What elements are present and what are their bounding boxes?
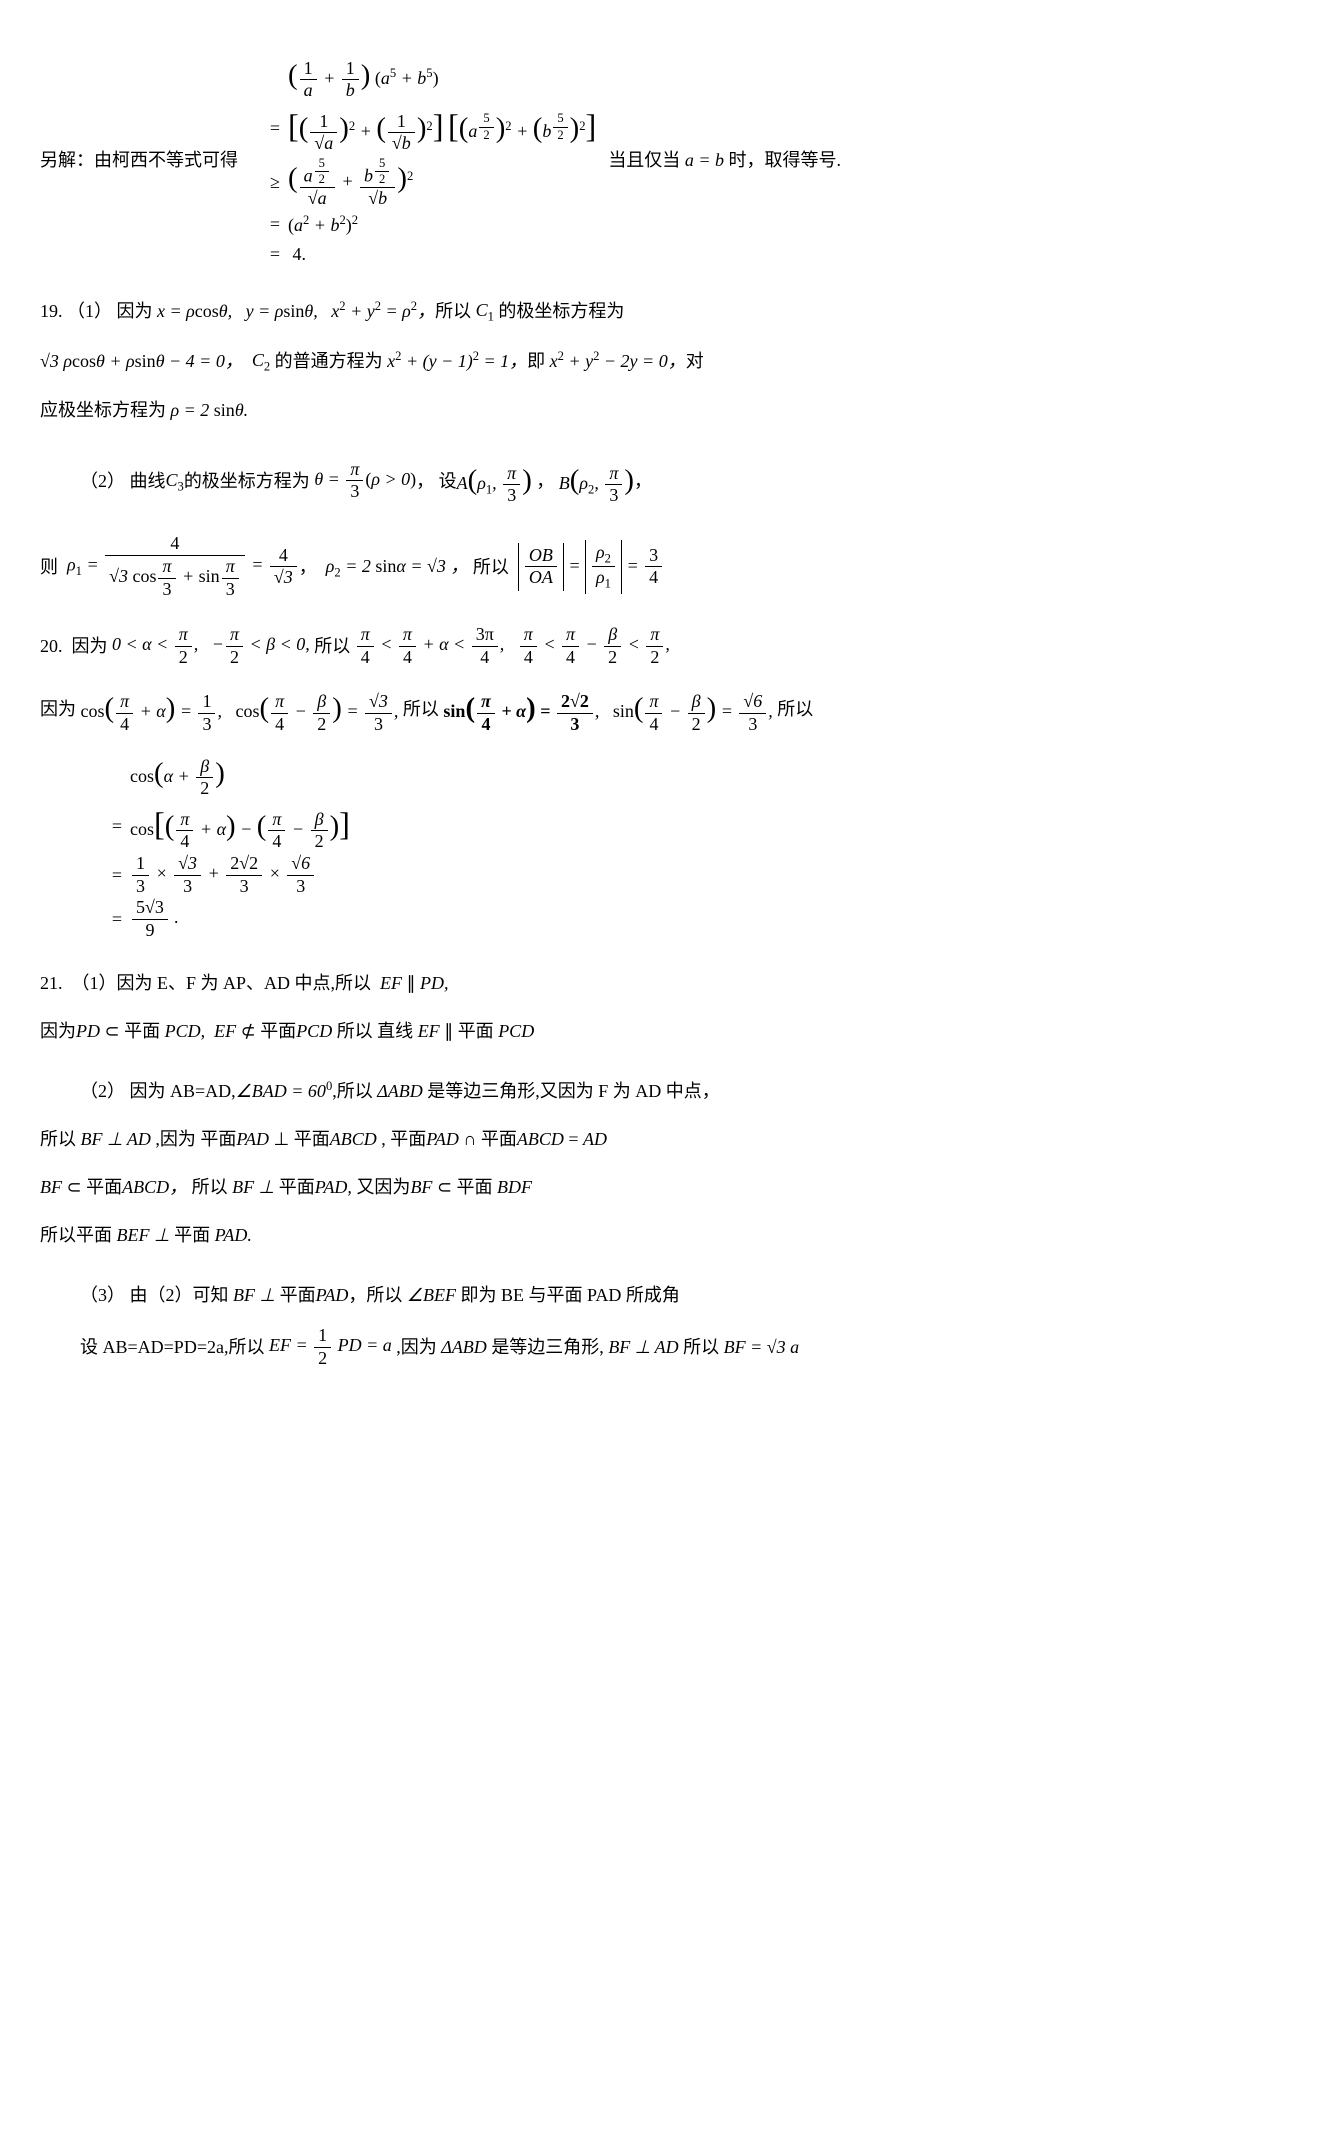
q19-p2e: 即 — [527, 343, 545, 379]
q21-p5e: BF ⊂ 平面 BDF — [410, 1169, 532, 1205]
alt-equation-block: (1a + 1b) (a5 + b5) = [(1√a)2 + (1√b)2] … — [250, 52, 596, 268]
alt-tail: 当且仅当 — [608, 142, 680, 178]
q21-p5d: 又因为 — [356, 1169, 410, 1205]
q19-line2: √3 ρcosθ + ρsinθ − 4 = 0， C2 的普通方程为 x2 +… — [40, 342, 1299, 380]
q21-p3b: ∠BAD = 600 — [236, 1073, 333, 1109]
q21-line4: 所以 BF ⊥ AD ,因为 平面PAD ⊥ 平面ABCD , 平面PAD ∩ … — [40, 1121, 1299, 1157]
q21-line7: （3） 由（2）可知 BF ⊥ 平面PAD ，所以 ∠BEF 即为 BE 与平面… — [80, 1277, 1299, 1313]
q20-line1: 20. 因为 0 < α < π2, −π2 < β < 0, 所以 π4 < … — [40, 624, 1299, 668]
q19-p1d: C1 — [476, 292, 494, 330]
q19-line4: （2） 曲线 C3 的极坐标方程为 θ = π3(ρ > 0) ， 设 A(ρ1… — [80, 452, 1299, 510]
q20-l2a: 因为 — [40, 691, 76, 727]
q20-l2d: sin(π4 + α) = 2√23, sin(π4 − β2) = √63, — [443, 680, 772, 738]
q20-l1d: π4 < π4 + α < 3π4, π4 < π4 − β2 < π2, — [355, 624, 670, 668]
q19-p2b: C2 — [252, 342, 270, 380]
q19-p3b: ρ = 2 sinθ. — [171, 392, 249, 428]
q19-p2d: x2 + (y − 1)2 = 1， — [387, 343, 527, 379]
q21-p4c: ,因为 平面PAD ⊥ 平面ABCD , 平面PAD ∩ 平面ABCD = AD — [155, 1121, 607, 1157]
q21-p1b: EF PD, — [380, 965, 449, 1001]
q20-l1c: 所以 — [314, 628, 350, 664]
q21-p5a: BF ⊂ 平面ABCD， — [40, 1169, 187, 1205]
q19-p3a: 应极坐标方程为 — [40, 392, 166, 428]
q19-p2c: 的普通方程为 — [275, 343, 383, 379]
q19-p1b: x = ρcosθ, y = ρsinθ, x2 + y2 = ρ2， — [157, 293, 435, 329]
alt-tail2: 时，取得等号. — [728, 142, 841, 178]
q21-line5: BF ⊂ 平面ABCD， 所以 BF ⊥ 平面PAD, 又因为 BF ⊂ 平面 … — [40, 1169, 1299, 1205]
q19-pointA: A(ρ1, π3) — [457, 452, 532, 510]
q20-l2b: cos(π4 + α) = 13, cos(π4 − β2) = √33, — [81, 680, 399, 738]
q19-p1e: 的极坐标方程为 — [498, 293, 624, 329]
q20-l1a: 因为 — [72, 628, 108, 664]
q21-line3: （2） 因为 AB=AD, ∠BAD = 600 ,所以 ΔABD 是等边三角形… — [80, 1073, 1299, 1109]
q21-p6b: BEF ⊥ 平面 PAD. — [117, 1217, 252, 1253]
q21-p2a: 因为 — [40, 1013, 76, 1049]
q21-line2: 因为 PD ⊂ 平面 PCD, EF ⊄ 平面PCD 所以 直线 EF 平面 P… — [40, 1013, 1299, 1049]
q19-line3: 应极坐标方程为 ρ = 2 sinθ. — [40, 392, 1299, 428]
q21-line1: 21. （1）因为 E、F 为 AP、AD 中点,所以 EF PD, — [40, 965, 1299, 1001]
q19-p4d: θ = π3(ρ > 0) — [314, 459, 416, 503]
q21-p8b: EF = 12 PD = a — [269, 1325, 392, 1369]
q20-num: 20. — [40, 628, 63, 664]
q21-p2b: PD ⊂ 平面 PCD, — [76, 1013, 214, 1049]
alt-solution-block: 另解：由柯西不等式可得 (1a + 1b) (a5 + b5) = [(1√a)… — [40, 52, 1299, 268]
q19-pointB: B(ρ2, π3) — [559, 452, 634, 510]
q21-p8a: 设 AB=AD=PD=2a,所以 — [80, 1329, 264, 1365]
q21-p8f: BF ⊥ AD — [608, 1329, 678, 1365]
q21-p3c: ,所以 — [332, 1073, 373, 1109]
q21-p3e: 是等边三角形,又因为 F 为 AD 中点， — [427, 1073, 720, 1109]
q19-p4e: ， 设 — [416, 463, 457, 499]
q21-line8: 设 AB=AD=PD=2a,所以 EF = 12 PD = a ,因为 ΔABD… — [80, 1325, 1299, 1369]
q21-p5b: 所以 — [192, 1169, 228, 1205]
q21-p8h: BF = √3 a — [724, 1329, 800, 1365]
q19-p1c: 所以 — [435, 293, 471, 329]
q21-p8d: ΔABD — [441, 1329, 487, 1365]
q19-p5-so: 所以 — [473, 549, 509, 585]
q21-p7e: 即为 BE 与平面 PAD 所成角 — [460, 1277, 679, 1313]
q21-p3a: （2） 因为 AB=AD, — [80, 1073, 236, 1109]
alt-cond: a = b — [680, 142, 728, 178]
q20-l2c: 所以 — [403, 691, 439, 727]
q20-line2: 因为 cos(π4 + α) = 13, cos(π4 − β2) = √33,… — [40, 680, 1299, 738]
q21-p6a: 所以平面 — [40, 1217, 112, 1253]
q21-p2e: EF 平面 PCD — [418, 1013, 535, 1049]
q19-p4c: 的极坐标方程为 — [184, 463, 310, 499]
q19-p1a: （1） 因为 — [67, 293, 153, 329]
q21-p1a: （1）因为 E、F 为 AP、AD 中点,所以 — [72, 965, 372, 1001]
q20-eqblock: cos(α + β2) =cos[(π4 + α) − (π4 − β2)] =… — [80, 750, 1299, 941]
q19-num: 19. — [40, 293, 63, 329]
q19-ratio: OBOA = ρ2ρ1 = 34 — [518, 540, 664, 594]
q21-p3d: ΔABD — [377, 1073, 423, 1109]
q19-rho2-expr: ρ2 = 2 sinα = √3 ， — [326, 548, 469, 586]
q19-rho1-expr: ρ1 = 4√3 cosπ3 + sinπ3 = 4√3 — [67, 533, 299, 600]
q21-p4b: BF ⊥ AD — [81, 1121, 151, 1157]
q19-p2f: x2 + y2 − 2y = 0， — [550, 343, 686, 379]
q21-p7d: ∠BEF — [407, 1277, 456, 1313]
q20-l1b: 0 < α < π2, −π2 < β < 0, — [112, 624, 310, 668]
q19-p2g: 对 — [686, 343, 704, 379]
q21-p2d: 所以 直线 — [337, 1013, 414, 1049]
q19-line1: 19. （1） 因为 x = ρcosθ, y = ρsinθ, x2 + y2… — [40, 292, 1299, 330]
q21-num: 21. — [40, 965, 63, 1001]
q21-line6: 所以平面 BEF ⊥ 平面 PAD. — [40, 1217, 1299, 1253]
q19-p5-ze: 则 — [40, 549, 58, 585]
alt-prefix: 另解：由柯西不等式可得 — [40, 142, 238, 178]
q21-p2c: EF ⊄ 平面PCD — [214, 1013, 332, 1049]
q21-p8e: 是等边三角形, — [491, 1329, 604, 1365]
q19-line5: 则 ρ1 = 4√3 cosπ3 + sinπ3 = 4√3 ， ρ2 = 2 … — [40, 533, 1299, 600]
q21-p4a: 所以 — [40, 1121, 76, 1157]
q21-p7b: BF ⊥ 平面PAD — [233, 1277, 348, 1313]
q19-p4b: C3 — [166, 462, 184, 500]
q21-p7c: ，所以 — [348, 1277, 402, 1313]
q21-p5c: BF ⊥ 平面PAD, — [232, 1169, 352, 1205]
q21-p8c: ,因为 — [396, 1329, 437, 1365]
q20-l2e: 所以 — [777, 691, 813, 727]
q21-p8g: 所以 — [683, 1329, 719, 1365]
q19-p2a: √3 ρcosθ + ρsinθ − 4 = 0， — [40, 343, 252, 379]
q19-p5-comma: ， — [299, 549, 317, 585]
q21-p7a: （3） 由（2）可知 — [80, 1277, 229, 1313]
q19-p4a: （2） 曲线 — [80, 463, 166, 499]
